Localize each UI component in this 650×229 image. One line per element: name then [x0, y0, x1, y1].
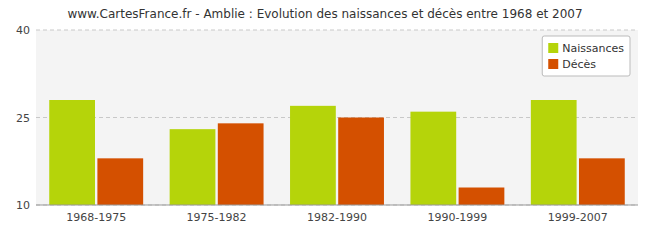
bar: [579, 158, 625, 205]
legend-label: Décès: [562, 58, 596, 71]
x-tick-label: 1975-1982: [187, 211, 247, 224]
legend-box: [542, 36, 630, 76]
bar: [290, 106, 336, 205]
bar: [170, 129, 216, 205]
x-tick-label: 1982-1990: [307, 211, 367, 224]
y-tick-label: 10: [16, 199, 30, 212]
legend-swatch: [548, 43, 558, 53]
bar: [218, 123, 264, 205]
bar: [338, 118, 384, 206]
plot-area: [36, 30, 638, 205]
bar: [459, 188, 505, 206]
legend-label: Naissances: [562, 42, 624, 55]
bars: [49, 100, 625, 205]
bar: [410, 112, 456, 205]
x-tick-label: 1968-1975: [66, 211, 126, 224]
x-tick-label: 1999-2007: [548, 211, 608, 224]
grid: [36, 30, 638, 205]
y-tick-label: 40: [16, 24, 30, 37]
page: {"chart_data": {"type": "bar", "title": …: [0, 0, 650, 229]
legend: Naissances Décès: [542, 36, 630, 76]
grid-line: [36, 30, 638, 31]
bar: [531, 100, 577, 205]
bar: [97, 158, 143, 205]
x-tick-label: 1990-1999: [427, 211, 487, 224]
chart: 10 25 40 1968-1975 1975-1982 1982-1990 1990-19…: [0, 0, 650, 229]
title: www.CartesFrance.fr - Amblie : Evolution…: [67, 7, 582, 21]
legend-swatch: [548, 59, 558, 69]
x-axis-line: [36, 205, 638, 206]
bar: [49, 100, 95, 205]
y-tick-label: 25: [16, 112, 30, 125]
grid-line: [36, 205, 638, 206]
